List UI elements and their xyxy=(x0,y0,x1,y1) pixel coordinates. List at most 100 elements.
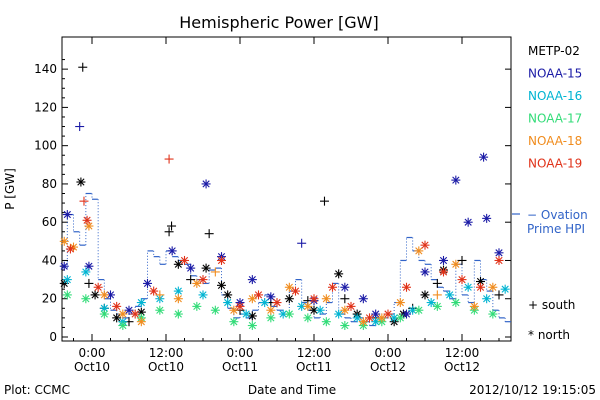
point-stroke xyxy=(483,214,491,223)
point-stroke xyxy=(452,260,460,268)
point-stroke xyxy=(365,314,374,322)
data-point xyxy=(82,215,92,225)
data-point xyxy=(65,244,75,254)
point-stroke xyxy=(396,314,404,322)
data-point xyxy=(319,196,329,206)
point-stroke xyxy=(248,275,256,284)
data-point xyxy=(476,282,485,292)
point-stroke xyxy=(63,275,71,284)
point-stroke xyxy=(304,302,312,311)
data-point xyxy=(469,301,479,311)
data-point xyxy=(204,229,214,239)
point-stroke xyxy=(335,270,343,278)
point-stroke xyxy=(495,256,503,265)
plot-border xyxy=(61,36,512,342)
chart-title: Hemispheric Power [GW] xyxy=(179,13,378,32)
x-tick-label-date: Oct11 xyxy=(296,360,332,374)
data-point xyxy=(118,321,128,331)
legend-ovation: − Ovation xyxy=(527,208,588,222)
point-stroke xyxy=(63,210,71,219)
data-point xyxy=(186,263,196,273)
point-stroke xyxy=(341,321,349,330)
point-stroke xyxy=(464,218,472,226)
data-point xyxy=(266,292,276,302)
data-point xyxy=(371,309,381,319)
data-point xyxy=(414,246,424,256)
data-point xyxy=(59,261,69,271)
point-stroke xyxy=(427,298,435,307)
point-stroke xyxy=(85,222,93,230)
data-point xyxy=(352,313,362,323)
x-tick-label-time: 0:00 xyxy=(79,346,106,360)
point-stroke xyxy=(409,306,417,314)
legend-ovation: Prime HPI xyxy=(527,222,585,236)
point-stroke xyxy=(353,314,361,322)
data-point xyxy=(340,305,350,315)
legend-entry: NOAA-18 xyxy=(528,134,582,148)
point-stroke xyxy=(433,302,441,311)
data-point xyxy=(241,309,251,319)
data-point xyxy=(395,298,405,308)
data-point xyxy=(500,284,510,294)
point-stroke xyxy=(66,245,75,253)
point-stroke xyxy=(279,310,287,318)
data-point xyxy=(439,267,448,277)
legend-entry: NOAA-17 xyxy=(528,112,582,126)
x-tick-label-date: Oct12 xyxy=(370,360,406,374)
y-axis-label: P [GW] xyxy=(3,168,17,210)
point-stroke xyxy=(479,153,488,161)
point-stroke xyxy=(458,275,466,284)
data-point xyxy=(210,305,220,315)
point-stroke xyxy=(402,310,411,318)
data-point xyxy=(377,313,387,323)
data-point xyxy=(78,62,88,72)
data-point xyxy=(334,269,344,279)
legend-marker: + south xyxy=(528,298,575,312)
plot-area xyxy=(61,36,512,342)
point-stroke xyxy=(470,302,478,311)
point-stroke xyxy=(82,268,90,276)
point-stroke xyxy=(359,318,367,326)
data-point xyxy=(62,275,72,285)
point-stroke xyxy=(82,295,90,303)
data-point xyxy=(358,294,368,304)
y-tick-label: 40 xyxy=(42,253,57,267)
point-stroke xyxy=(415,306,423,314)
point-stroke xyxy=(267,293,275,301)
point-stroke xyxy=(372,318,380,326)
data-point xyxy=(118,309,128,319)
data-point xyxy=(112,301,122,311)
point-stroke xyxy=(150,287,158,295)
legend-entry: NOAA-16 xyxy=(528,89,582,103)
point-stroke xyxy=(439,268,448,276)
point-stroke xyxy=(304,314,312,322)
point-stroke xyxy=(156,306,164,314)
point-stroke xyxy=(421,241,429,249)
data-point xyxy=(260,298,270,308)
point-stroke xyxy=(476,277,485,286)
point-stroke xyxy=(476,283,485,291)
point-stroke xyxy=(421,291,429,299)
point-stroke xyxy=(224,291,232,299)
data-point xyxy=(198,275,208,285)
point-stroke xyxy=(248,312,256,320)
point-stroke xyxy=(217,256,226,265)
point-stroke xyxy=(285,310,293,318)
data-point xyxy=(90,290,100,300)
data-point xyxy=(445,290,455,300)
point-stroke xyxy=(359,295,367,303)
data-point xyxy=(432,301,442,311)
data-point xyxy=(321,294,331,304)
point-stroke xyxy=(174,287,182,295)
data-point xyxy=(136,317,146,327)
legend-entry: NOAA-15 xyxy=(528,67,582,81)
data-point xyxy=(76,177,86,187)
data-point xyxy=(247,321,257,331)
data-point xyxy=(192,301,202,311)
data-point xyxy=(217,255,226,265)
point-stroke xyxy=(291,287,300,295)
x-tick-label-time: 0:00 xyxy=(227,346,254,360)
point-stroke xyxy=(384,310,392,318)
point-stroke xyxy=(113,314,121,322)
point-stroke xyxy=(77,178,85,186)
